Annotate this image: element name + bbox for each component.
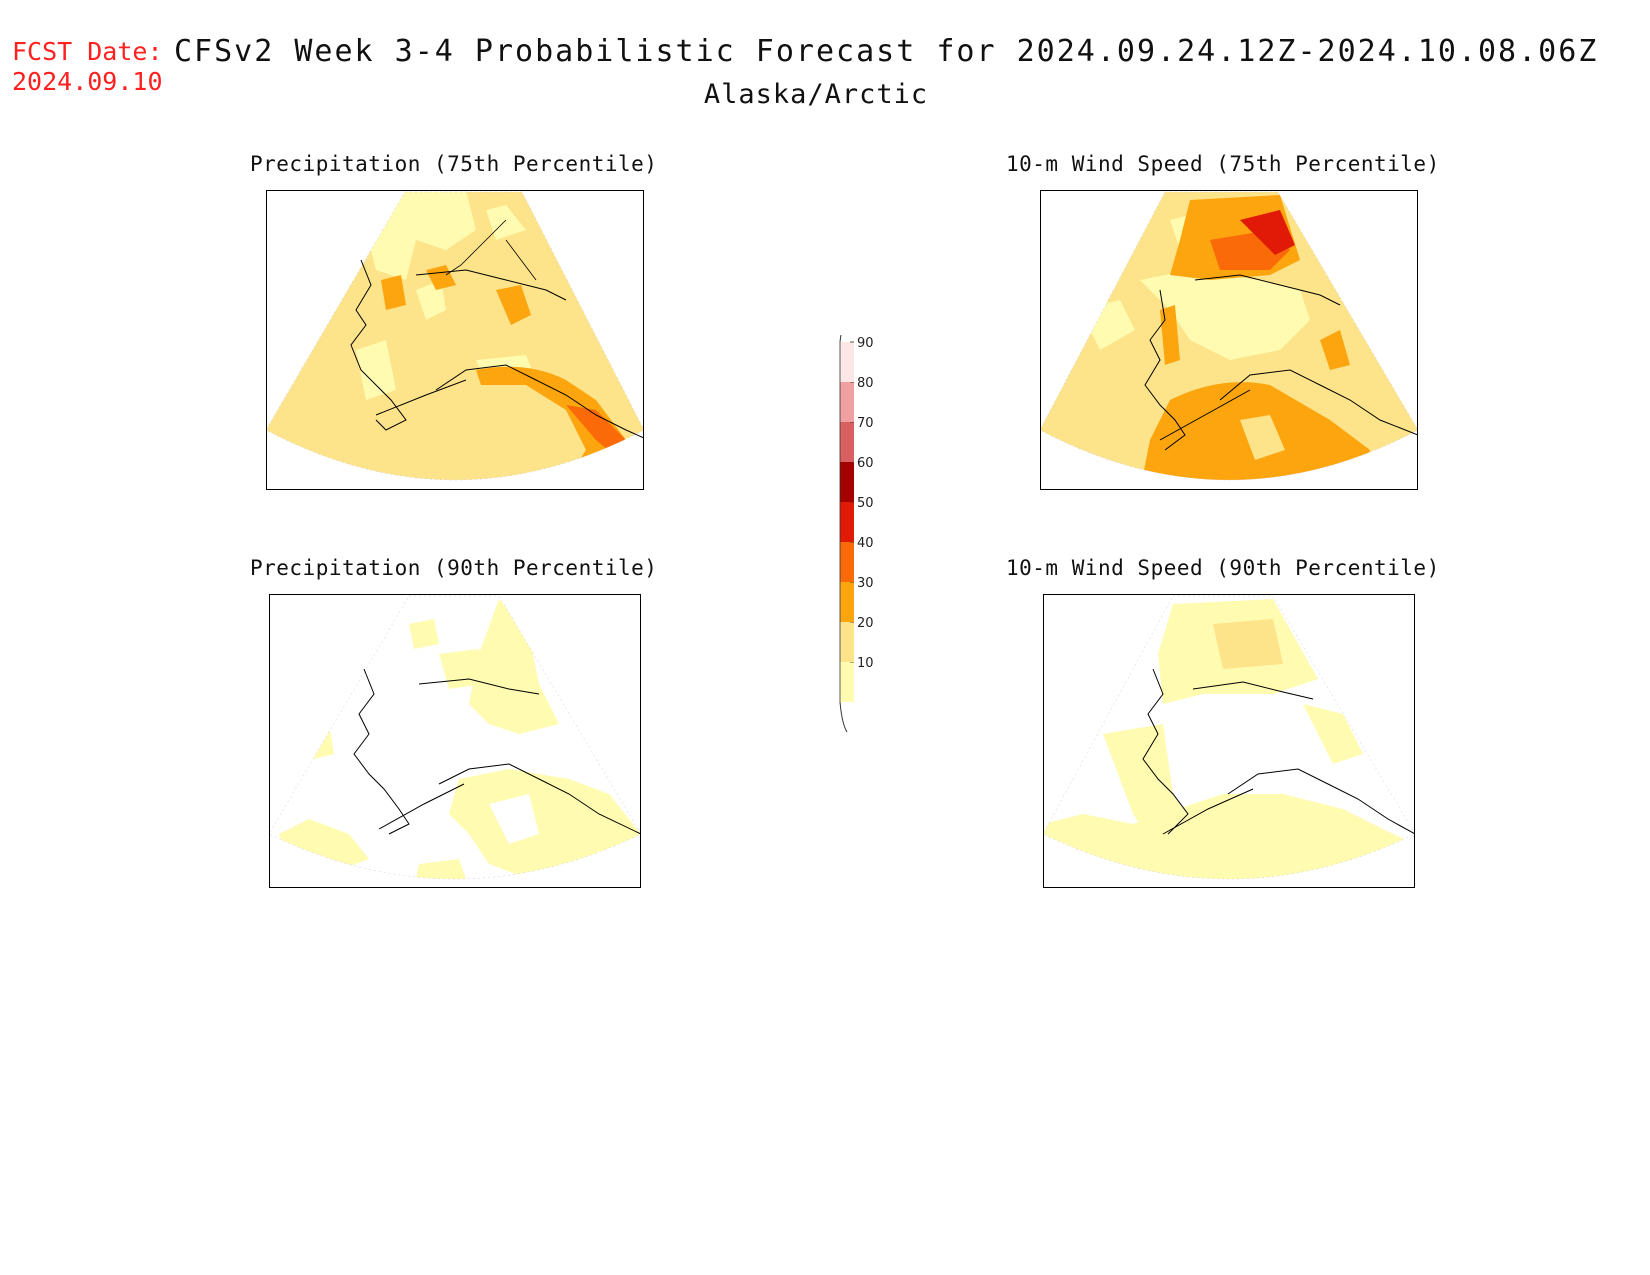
coastline bbox=[1144, 289, 1186, 451]
coastline bbox=[378, 783, 465, 830]
colorbar-segment bbox=[840, 422, 854, 462]
map-frame bbox=[266, 190, 644, 490]
coastline bbox=[418, 678, 641, 835]
coastline bbox=[1142, 668, 1189, 835]
fill-10 bbox=[414, 859, 469, 879]
map-frame bbox=[1040, 190, 1418, 490]
colorbar-label: 90 bbox=[857, 336, 874, 351]
map-frame bbox=[1043, 594, 1415, 888]
coastline bbox=[1162, 788, 1254, 835]
fill-50 bbox=[1240, 210, 1295, 255]
colorbar-segment bbox=[840, 342, 854, 382]
fill-10 bbox=[439, 649, 484, 689]
main-title: CFSv2 Week 3-4 Probabilistic Forecast fo… bbox=[174, 34, 1599, 69]
fill-10 bbox=[1303, 704, 1363, 764]
fill-20 bbox=[1240, 415, 1285, 460]
map-precip-75 bbox=[266, 191, 644, 481]
fill-10 bbox=[1140, 270, 1310, 360]
coastline bbox=[375, 379, 467, 416]
panel-title-wind-90: 10-m Wind Speed (90th Percentile) bbox=[1006, 556, 1440, 580]
map-precip-90 bbox=[269, 595, 641, 880]
fill-10 bbox=[486, 205, 526, 240]
colorbar-label: 10 bbox=[857, 656, 874, 671]
fill-30 bbox=[1320, 330, 1350, 370]
panel-title-precip-75: Precipitation (75th Percentile) bbox=[250, 152, 658, 176]
colorbar-segment bbox=[840, 502, 854, 542]
fill-10 bbox=[416, 280, 446, 320]
colorbar-legend: 10 20 30 40 50 60 70 80 90 bbox=[839, 335, 874, 733]
colorbar-label: 40 bbox=[857, 536, 874, 551]
colorbar-label: 80 bbox=[857, 376, 874, 391]
coastline bbox=[350, 259, 407, 431]
colorbar-segment bbox=[840, 662, 854, 702]
fcst-date-value: 2024.09.10 bbox=[12, 67, 163, 96]
coastline bbox=[415, 269, 644, 439]
border bbox=[445, 219, 537, 281]
colorbar-segment bbox=[840, 382, 854, 422]
colorbar-segment bbox=[840, 582, 854, 622]
colorbar-segment bbox=[840, 622, 854, 662]
fill-20 bbox=[1213, 619, 1283, 669]
fill-10 bbox=[469, 599, 559, 734]
colorbar-label: 70 bbox=[857, 416, 874, 431]
panel-title-precip-90: Precipitation (90th Percentile) bbox=[250, 556, 658, 580]
colorbar-segment bbox=[840, 542, 854, 582]
colorbar-label: 60 bbox=[857, 456, 874, 471]
fill-10 bbox=[356, 340, 396, 400]
coastline bbox=[353, 668, 410, 835]
map-wind-90 bbox=[1043, 595, 1415, 880]
colorbar-bottom-tip bbox=[839, 701, 848, 733]
region-title: Alaska/Arctic bbox=[703, 79, 929, 110]
fill-30 bbox=[496, 285, 531, 325]
fill-10 bbox=[366, 192, 476, 280]
fill-10 bbox=[1043, 794, 1415, 879]
colorbar-top-tip bbox=[839, 335, 842, 343]
map-wind-75 bbox=[1040, 191, 1418, 481]
coastline bbox=[1194, 274, 1418, 436]
fill-10 bbox=[449, 769, 641, 879]
panel-title-wind-75: 10-m Wind Speed (75th Percentile) bbox=[1006, 152, 1440, 176]
fill-30 bbox=[381, 275, 406, 310]
colorbar-label: 30 bbox=[857, 576, 874, 591]
map-frame bbox=[269, 594, 641, 888]
fill-10 bbox=[409, 619, 439, 649]
colorbar-segment bbox=[840, 462, 854, 502]
fcst-date-label: FCST Date: bbox=[12, 37, 163, 66]
coastline bbox=[1159, 389, 1251, 441]
colorbar-label: 20 bbox=[857, 616, 874, 631]
colorbar-label: 50 bbox=[857, 496, 874, 511]
coastline bbox=[1192, 681, 1415, 835]
